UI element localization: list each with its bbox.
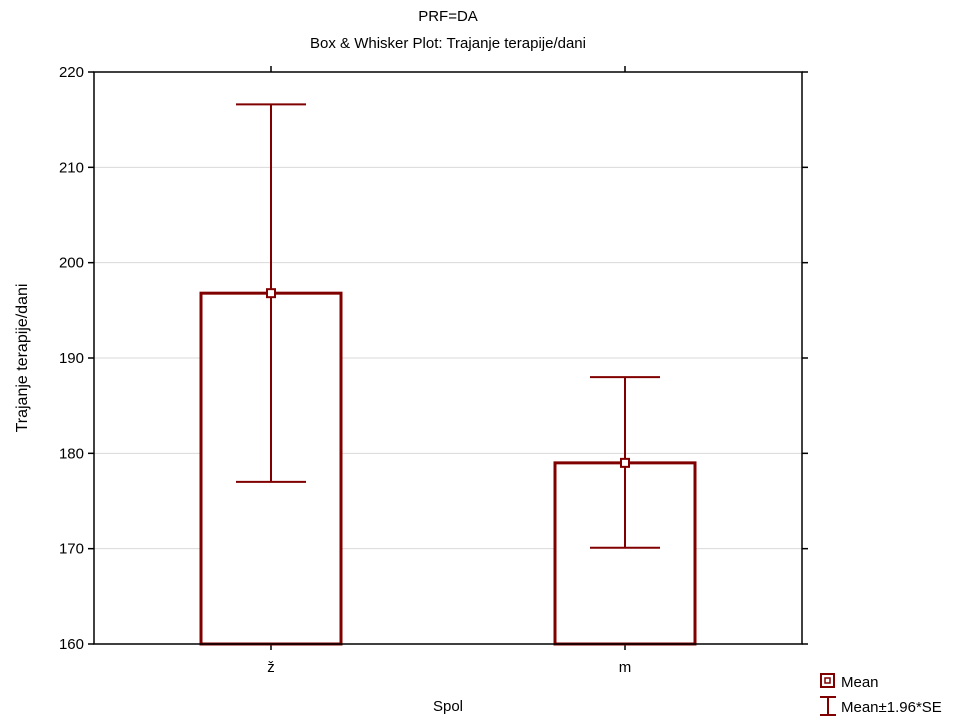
x-tick-label: ž xyxy=(267,659,275,676)
box-group xyxy=(199,103,343,646)
y-tick-label: 200 xyxy=(59,255,84,272)
legend-mean-marker xyxy=(820,673,835,688)
y-tick-label: 190 xyxy=(59,350,84,367)
y-tick-label: 170 xyxy=(59,541,84,558)
legend: Mean Mean±1.96*SE xyxy=(820,673,942,716)
y-tick-label: 160 xyxy=(59,636,84,653)
mean-marker xyxy=(266,288,276,299)
y-tick-label: 180 xyxy=(59,445,84,462)
chart-subtitle: Box & Whisker Plot: Trajanje terapije/da… xyxy=(310,35,586,52)
boxes xyxy=(199,103,697,646)
mean-marker xyxy=(620,457,630,468)
box-group xyxy=(553,376,697,646)
y-axis: 160 170 180 190 200 210 220 xyxy=(59,64,808,653)
legend-whisker-marker xyxy=(820,696,836,716)
x-axis-label: Spol xyxy=(433,698,463,715)
plot-frame xyxy=(93,71,803,645)
legend-label-whisker: Mean±1.96*SE xyxy=(841,699,942,716)
y-tick-label: 210 xyxy=(59,159,84,176)
y-axis-label: Trajanje terapije/dani xyxy=(14,284,31,433)
legend-label-mean: Mean xyxy=(841,674,879,691)
chart-title: PRF=DA xyxy=(418,8,478,25)
y-tick-label: 220 xyxy=(59,64,84,81)
x-tick-label: m xyxy=(619,659,632,676)
